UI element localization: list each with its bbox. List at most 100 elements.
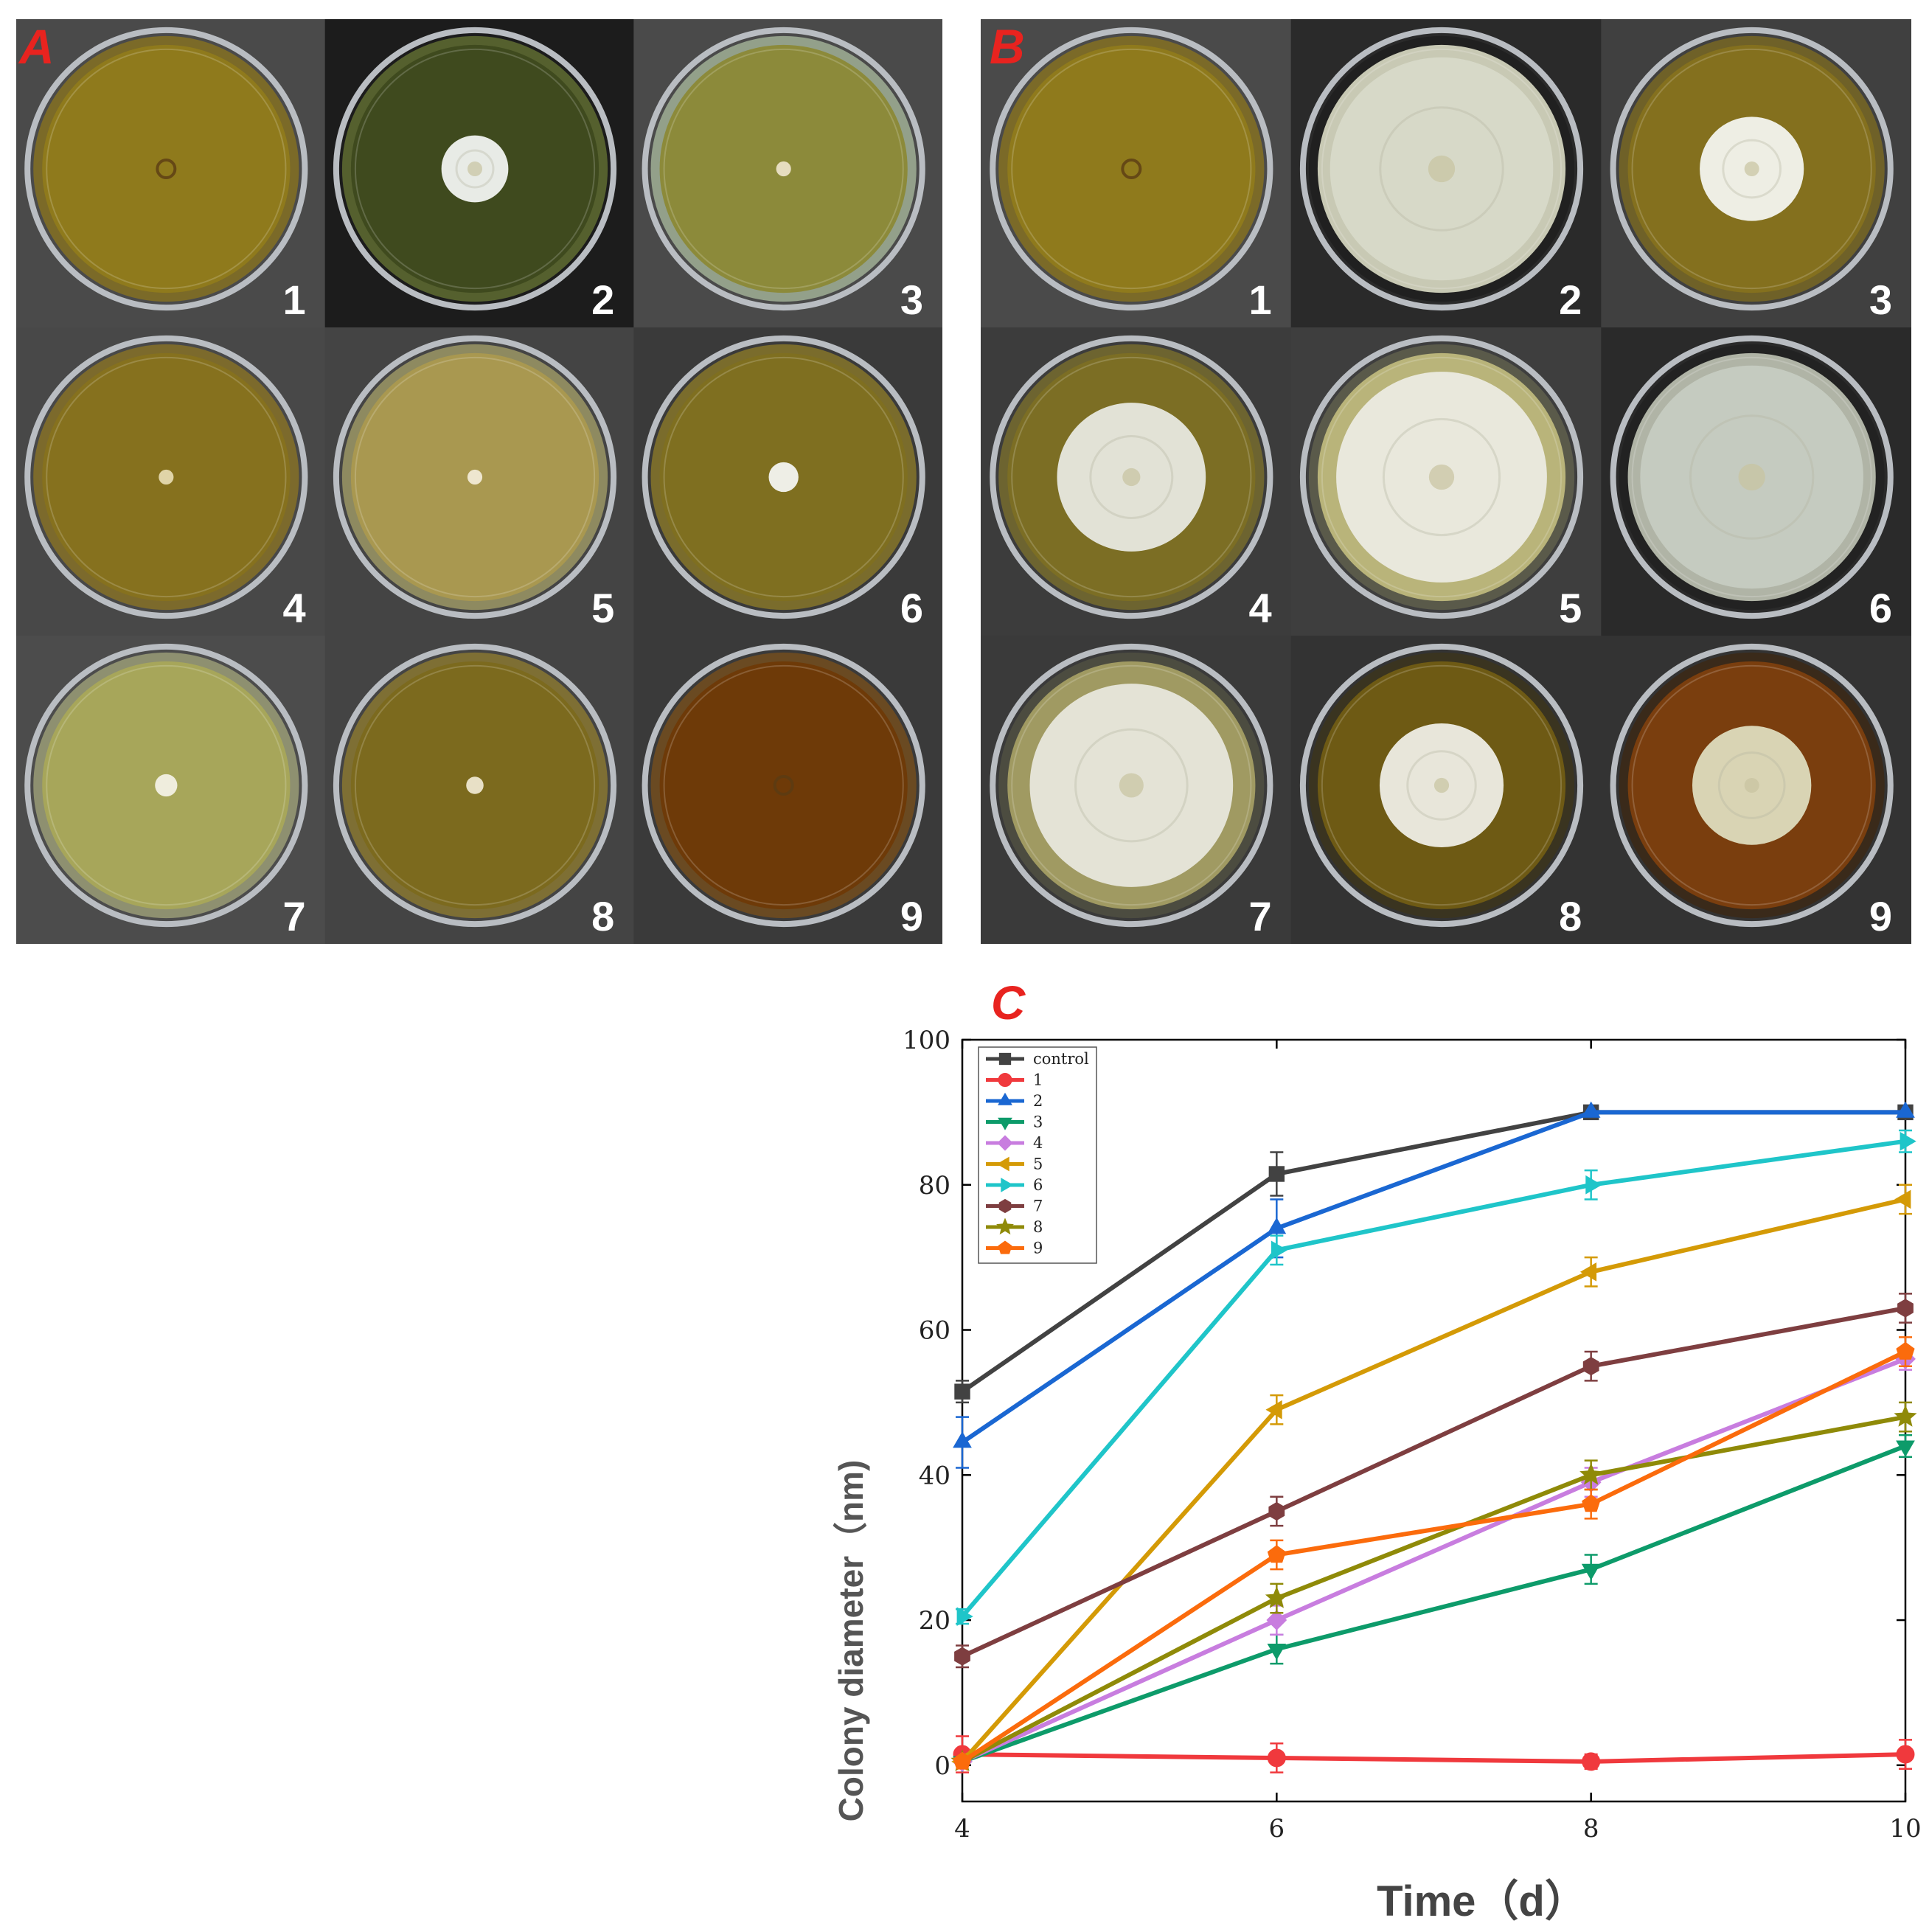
inoculum-plug: [1744, 778, 1759, 793]
colony-ring: [1689, 414, 1815, 540]
series-6: [956, 1129, 1916, 1626]
data-point: [1581, 1563, 1601, 1581]
inoculum-plug: [1428, 464, 1455, 490]
dish-inner-ring: [354, 48, 596, 290]
data-point: [953, 1751, 972, 1770]
data-point: [1268, 1501, 1285, 1521]
inoculum-plug: [156, 159, 177, 179]
dish-rim: [1299, 643, 1584, 928]
dish-inner-ring: [46, 664, 287, 906]
plate-number: 5: [591, 585, 614, 631]
inoculum-plug: [468, 161, 482, 176]
inoculum-plug: [1433, 777, 1450, 793]
y-tick-label: 100: [903, 1026, 950, 1055]
y-tick-label: 60: [919, 1316, 950, 1346]
series-line: [961, 1110, 1905, 1445]
plate-4: 4: [16, 327, 326, 636]
data-point: [1894, 1405, 1917, 1427]
dish-inner-ring: [46, 48, 287, 290]
series-control: [954, 1104, 1914, 1404]
dish-inner-ring: [46, 356, 287, 598]
plate-2: 2: [1290, 19, 1602, 328]
y-tick-label: 80: [919, 1171, 950, 1200]
data-point: [1896, 1745, 1915, 1764]
plate-number: 9: [1869, 893, 1892, 939]
dish-rim: [1610, 643, 1894, 928]
plate-6: 6: [633, 327, 943, 636]
series-line: [961, 1306, 1906, 1658]
data-point: [1267, 1217, 1287, 1234]
fungal-colony: [159, 469, 174, 485]
x-tick-label: 8: [1583, 1814, 1599, 1844]
legend-marker: [998, 1052, 1012, 1066]
dish-rim: [642, 335, 925, 619]
panel-b-plate-photos: 1 2 3 4 5 6 7 8 9 B: [981, 19, 1912, 945]
data-point: [956, 1607, 973, 1626]
data-point: [1265, 1400, 1282, 1420]
inoculum-plug: [1738, 463, 1765, 491]
colony-ring: [1074, 728, 1189, 843]
inoculum-plug: [1122, 468, 1141, 487]
plate-3: 3: [1601, 19, 1912, 328]
plate-8: 8: [324, 636, 635, 945]
data-point: [1896, 1341, 1915, 1360]
series-line: [961, 1444, 1907, 1764]
dish-rim: [333, 335, 617, 619]
plate-number: 5: [1559, 585, 1582, 631]
plate-number: 2: [1559, 277, 1582, 323]
plate-5: 5: [324, 327, 635, 636]
legend-label: 8: [1033, 1218, 1043, 1236]
legend-entry: 7: [986, 1198, 1043, 1215]
plate-1: 1: [981, 19, 1292, 328]
plate-number: 4: [1249, 585, 1272, 631]
panel-b-grid: 1 2 3 4 5 6 7 8 9: [981, 19, 1912, 945]
plate-number: 8: [591, 893, 614, 939]
plate-number: 7: [1249, 893, 1272, 939]
panel-a-grid: 1 2 3 4 5 6 7 8 9: [16, 19, 943, 945]
legend-label: control: [1033, 1050, 1089, 1068]
data-point: [1900, 1131, 1916, 1151]
fungal-colony: [155, 774, 178, 797]
dish-inner-ring: [354, 356, 596, 598]
data-point: [1267, 1644, 1287, 1661]
legend-label: 7: [1033, 1198, 1043, 1215]
data-point: [1265, 1586, 1288, 1608]
legend-entry: 6: [986, 1176, 1043, 1194]
legend-label: 1: [1033, 1071, 1043, 1089]
series-2: [953, 1101, 1915, 1469]
plate-number: 4: [283, 585, 306, 631]
y-axis-label: Colony diameter（nm): [832, 1460, 870, 1822]
data-point: [954, 1383, 970, 1400]
dish-rim: [1610, 335, 1894, 619]
x-tick-label: 4: [954, 1814, 970, 1844]
dish-inner-ring: [354, 664, 596, 906]
data-point: [1582, 1494, 1601, 1512]
inoculum-plug: [1121, 159, 1142, 179]
plate-4: 4: [981, 327, 1292, 636]
dish-inner-ring: [1631, 664, 1872, 906]
panel-a-letter: A: [19, 19, 55, 74]
data-point: [1581, 1101, 1601, 1118]
plate-number: 7: [283, 893, 306, 939]
series-line: [961, 1414, 1906, 1764]
series-1: [953, 1735, 1915, 1773]
series-line: [961, 1349, 1907, 1764]
dish-rim: [24, 27, 308, 311]
legend-label: 4: [1033, 1134, 1043, 1152]
plate-number: 9: [900, 893, 923, 939]
plate-9: 9: [633, 636, 943, 945]
series-line: [961, 1357, 1907, 1764]
plate-6: 6: [1601, 327, 1912, 636]
series-line: [960, 1139, 1906, 1619]
series-line: [960, 1197, 1906, 1763]
y-tick-label: 0: [934, 1751, 950, 1781]
dish-rim: [24, 335, 308, 619]
inoculum-plug: [1428, 155, 1456, 183]
data-point: [1579, 1262, 1597, 1282]
data-point: [1579, 1462, 1603, 1485]
plate-5: 5: [1290, 327, 1602, 636]
plate-number: 6: [1869, 585, 1892, 631]
legend-marker: [997, 1135, 1013, 1151]
dish-rim: [990, 335, 1273, 619]
data-point: [953, 1431, 972, 1448]
